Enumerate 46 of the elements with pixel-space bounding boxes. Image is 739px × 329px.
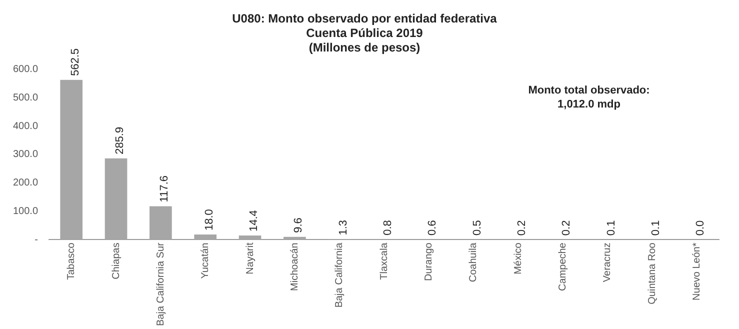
x-tick-label: Quintana Roo [646,242,658,304]
y-tick-label: 100.0 [12,206,38,217]
chart-subtitle: Cuenta Pública 2019 (Millones de pesos) [306,26,424,54]
y-tick-label: - [34,234,38,246]
x-tick-label: México [512,242,524,274]
y-tick-label: 300.0 [12,149,38,160]
x-tick-label: Campeche [557,242,568,291]
data-label: 0.6 [426,220,439,236]
x-tick-label: Michoacán [289,242,300,291]
data-label: 18.0 [203,209,216,231]
x-tick-label: Nayarit [244,242,256,274]
x-tick-label: Tlaxcala [378,242,390,280]
y-tick-label: 500.0 [12,92,38,104]
bar [238,236,262,240]
bar [60,80,83,240]
data-label: 285.9 [114,126,126,154]
data-label: 0.2 [516,220,528,236]
data-label: 562.5 [69,48,82,76]
x-tick-label: Veracruz [602,242,614,282]
data-label: 0.0 [694,220,707,236]
data-label: 1.3 [337,220,350,236]
data-label: 14.4 [248,210,260,232]
annotation: Monto total observado: 1,012.0 mdp [528,84,650,111]
bar [284,236,306,240]
x-tick-label: Nuevo León* [691,242,702,300]
data-label: 0.8 [382,220,394,236]
x-tick-label: Chiapas [110,242,122,280]
data-label: 0.5 [471,220,484,236]
x-tick-label: Coahuila [468,242,480,282]
data-label: 0.2 [560,220,573,236]
bar [104,158,128,240]
data-label: 0.1 [605,220,618,236]
x-tick-label: Tabasco [66,242,78,280]
x-tick-label: Baja California [334,242,346,308]
chart-title: U080: Monto observado por entidad federativa [232,12,498,26]
bar [150,206,172,240]
data-label: 0.1 [650,220,662,236]
y-tick-label: 200.0 [12,178,38,189]
y-tick-label: 400.0 [12,120,38,132]
x-tick-label: Yucatán [200,242,212,279]
data-label: 9.6 [292,218,305,233]
data-label: 117.6 [158,176,171,202]
x-tick-label: Durango [423,242,434,281]
x-tick-label: Baja California Sur [155,242,166,326]
y-tick-label: 600.0 [12,64,38,75]
bar [194,234,217,240]
